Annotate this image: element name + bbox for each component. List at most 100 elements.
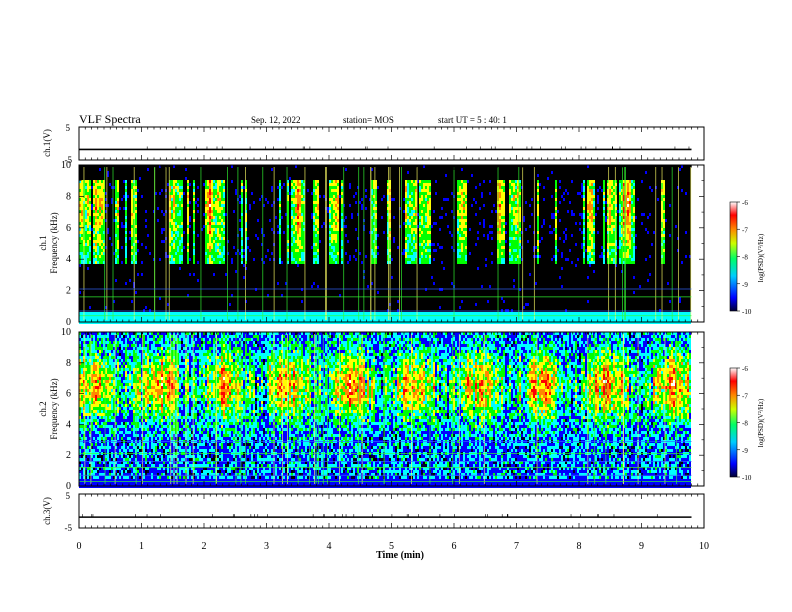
spectrogram-cell: [213, 315, 215, 318]
spectrogram-cell: [603, 312, 605, 315]
spectrogram-cell: [499, 207, 501, 210]
spectrogram-cell: [627, 216, 629, 219]
spectrogram-cell: [387, 315, 389, 318]
spectrogram-cell: [405, 255, 407, 258]
spectrogram-cell: [181, 237, 183, 240]
spectrogram-cell: [509, 315, 511, 318]
spectrogram-cell: [125, 201, 127, 204]
spectrogram-cell: [313, 192, 315, 195]
spectrogram-cell: [81, 192, 83, 195]
spectrogram-cell: [299, 234, 301, 237]
spectrogram-cell: [429, 231, 431, 234]
spectrogram-cell: [423, 204, 425, 207]
spectrogram-cell: [193, 252, 195, 255]
spectrogram-cell: [615, 246, 617, 249]
spectrogram-cell: [411, 198, 413, 201]
spectrogram-cell: [589, 255, 591, 258]
spectrogram-cell: [633, 192, 635, 195]
spectrogram-cell: [219, 228, 221, 231]
spectrogram-cell: [341, 243, 343, 246]
spectrogram-cell: [567, 312, 569, 315]
spectrogram-cell: [451, 234, 453, 237]
spectrogram-cell: [181, 216, 183, 219]
spectrogram-cell: [477, 315, 479, 318]
spectrogram-cell: [591, 198, 593, 201]
spectrogram-cell: [405, 240, 407, 243]
spectrogram-cell: [263, 312, 265, 315]
spectrogram-cell: [545, 312, 547, 315]
spectrogram-cell: [99, 210, 101, 213]
spectrogram-cell: [179, 318, 181, 321]
spectrogram-cell: [357, 318, 359, 321]
spectrogram-cell: [211, 225, 213, 228]
spectrogram-cell: [329, 312, 331, 315]
spectrogram-cell: [189, 258, 191, 261]
spectrogram-cell: [95, 198, 97, 201]
spectrogram-cell: [115, 183, 117, 186]
spectrogram-cell: [313, 219, 315, 222]
spectrogram-cell: [173, 261, 175, 264]
spectrogram-cell: [589, 246, 591, 249]
spectrogram-cell: [213, 231, 215, 234]
spectrogram-cell: [605, 219, 607, 222]
spectrogram-cell: [419, 180, 421, 183]
spectrogram-cell: [407, 249, 409, 252]
spectrogram-cell: [213, 234, 215, 237]
spectrogram-cell: [373, 246, 375, 249]
spectrogram-cell: [463, 228, 465, 231]
spectrogram-cell: [615, 234, 617, 237]
spectrogram-cell: [215, 204, 217, 207]
spectrogram-cell: [411, 252, 413, 255]
spectrogram-cell: [245, 216, 247, 219]
spectrogram-cell: [293, 183, 295, 186]
spectrogram-cell: [193, 246, 195, 249]
spectrogram-cell: [135, 207, 137, 210]
spectrogram-cell: [613, 255, 615, 258]
spectrogram-cell: [429, 225, 431, 228]
spectrogram-cell: [477, 267, 479, 270]
spectrogram-cell: [373, 225, 375, 228]
spectrogram-cell: [295, 222, 297, 225]
spectrogram-cell: [85, 261, 87, 264]
spectrogram-cell: [461, 318, 463, 321]
spectrogram-cell: [117, 225, 119, 228]
spectrogram-cell: [633, 186, 635, 189]
spectrogram-cell: [135, 222, 137, 225]
spectrogram-cell: [131, 261, 133, 264]
spectrogram-cell: [511, 225, 513, 228]
spectrogram-cell: [215, 183, 217, 186]
spectrogram-cell: [113, 312, 115, 315]
spectrogram-cell: [213, 183, 215, 186]
spectrogram-cell: [241, 255, 243, 258]
spectrogram-cell: [81, 225, 83, 228]
spectrogram-cell: [305, 318, 307, 321]
spectrogram-cell: [79, 237, 81, 240]
spectrogram-cell: [513, 228, 515, 231]
spectrogram-cell: [537, 213, 539, 216]
spectrogram-cell: [593, 231, 595, 234]
spectrogram-cell: [355, 258, 357, 261]
spectrogram-cell: [117, 201, 119, 204]
spectrogram-cell: [209, 204, 211, 207]
spectrogram-cell: [621, 207, 623, 210]
spectrogram-cell: [615, 315, 617, 318]
spectrogram-cell: [313, 204, 315, 207]
spectrogram-cell: [223, 201, 225, 204]
spectrogram-cell: [525, 201, 527, 204]
spectrogram-cell: [217, 219, 219, 222]
spectrogram-cell: [335, 231, 337, 234]
spectrogram-cell: [279, 192, 281, 195]
spectrogram-cell: [337, 255, 339, 258]
spectrogram-cell: [483, 204, 485, 207]
spectrogram-cell: [581, 189, 583, 192]
spectrogram-cell: [349, 186, 351, 189]
spectrogram-cell: [635, 312, 637, 315]
spectrogram-cell: [279, 210, 281, 213]
spectrogram-cell: [633, 189, 635, 192]
spectrogram-cell: [135, 246, 137, 249]
spectrogram-cell: [621, 243, 623, 246]
spectrogram-cell: [257, 219, 259, 222]
spectrogram-cell: [313, 249, 315, 252]
spectrogram-cell: [623, 201, 625, 204]
